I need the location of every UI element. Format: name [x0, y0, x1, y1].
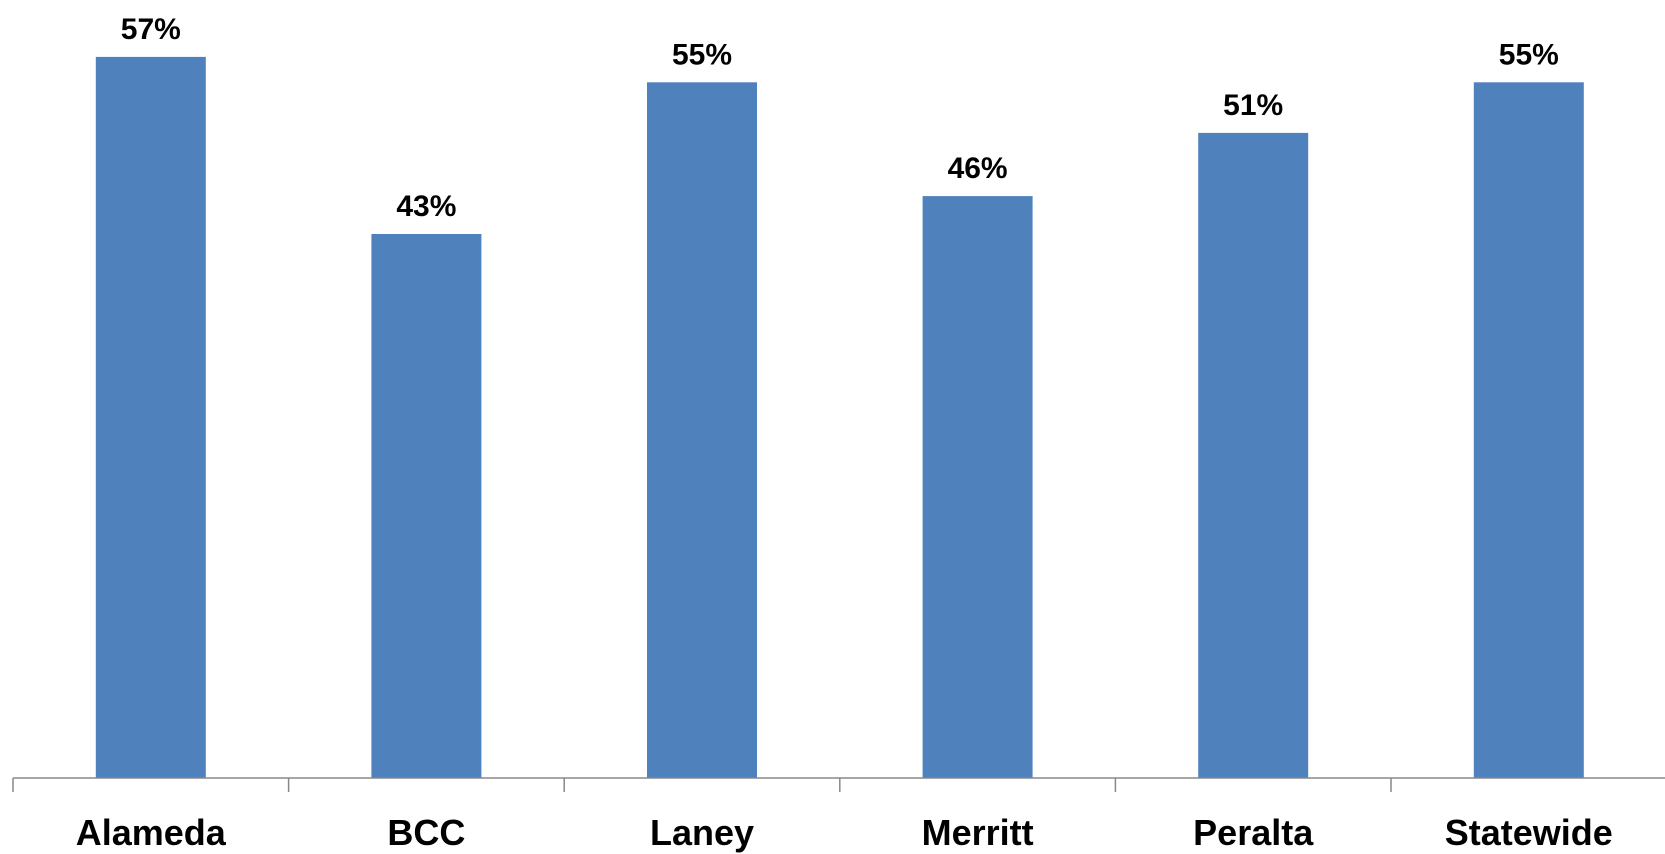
data-label-statewide: 55% [1499, 38, 1559, 71]
category-label-bcc: BCC [387, 812, 465, 853]
data-label-laney: 55% [672, 38, 732, 71]
category-label-peralta: Peralta [1193, 812, 1314, 853]
data-label-peralta: 51% [1223, 89, 1283, 122]
data-label-merritt: 46% [948, 152, 1008, 185]
bar-statewide [1473, 82, 1584, 779]
category-label-alameda: Alameda [76, 812, 227, 853]
bar-merritt [922, 196, 1033, 779]
bar-bcc [371, 234, 482, 778]
bar-peralta [1198, 132, 1309, 778]
category-label-merritt: Merritt [922, 812, 1034, 853]
category-label-statewide: Statewide [1445, 812, 1613, 853]
bar-laney [647, 82, 757, 779]
data-label-alameda: 57% [121, 13, 181, 46]
data-label-bcc: 43% [396, 190, 456, 223]
category-label-laney: Laney [650, 812, 754, 853]
bar-alameda [95, 56, 206, 778]
